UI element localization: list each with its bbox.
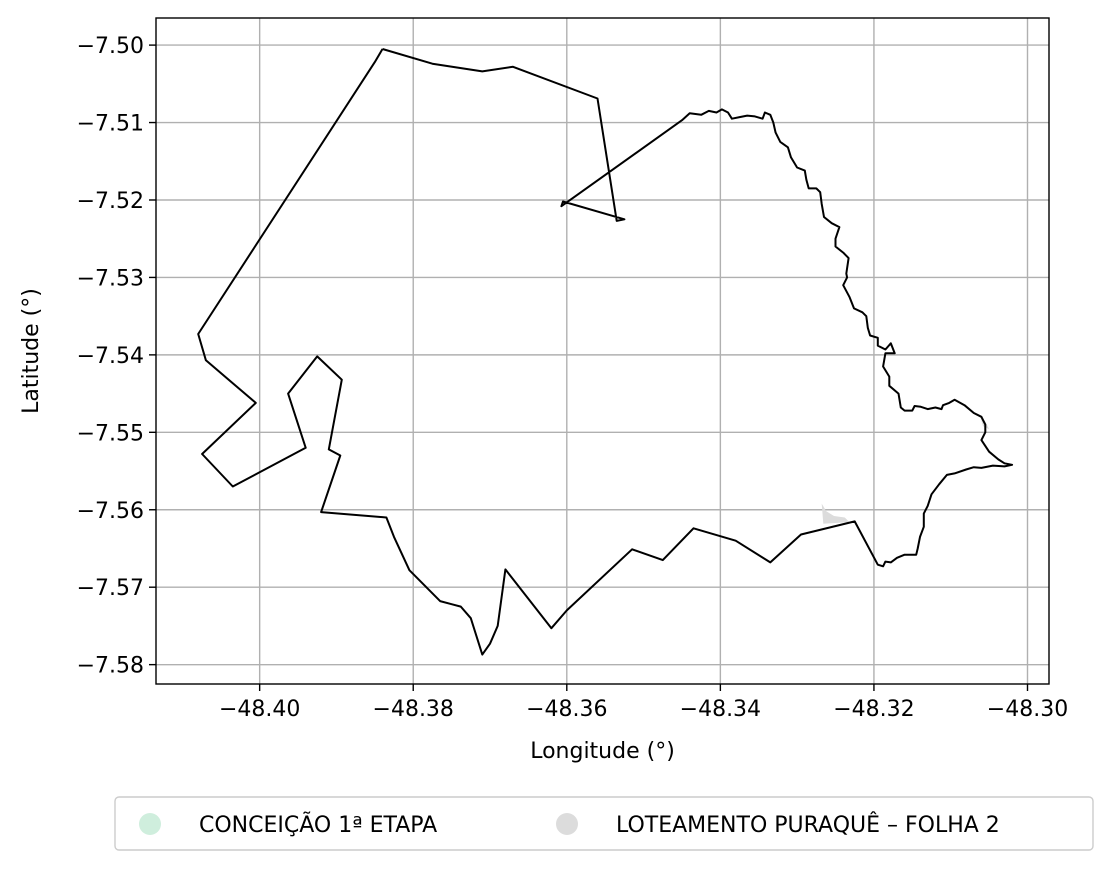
y-axis-ticks: −7.50 −7.51 −7.52 −7.53 −7.54 −7.55 −7.56 −7.57…: [77, 34, 156, 679]
legend-box: [114, 796, 1094, 851]
x-axis-label: Longitude (°): [530, 739, 675, 764]
axes-frame: [155, 17, 1050, 685]
municipality-boundary: [197, 48, 1014, 656]
y-tick-label-0: −7.50: [77, 34, 144, 59]
y-tick-label-3: −7.53: [77, 266, 144, 291]
x-tick-label-3: −48.34: [680, 697, 761, 722]
legend-label-conceicao: CONCEIÇÃO 1ª ETAPA: [199, 811, 437, 838]
legend-marker-puraque: [556, 813, 578, 835]
y-tick-label-2: −7.52: [77, 189, 144, 214]
y-tick-label-8: −7.58: [77, 654, 144, 679]
y-tick-label-6: −7.56: [77, 499, 144, 524]
x-tick-label-1: −48.38: [373, 697, 454, 722]
x-tick-label-4: −48.32: [833, 697, 914, 722]
series-1-polygon-0: [821, 503, 850, 524]
gridlines: [156, 18, 1049, 684]
x-axis-ticks: −48.40 −48.38 −48.36 −48.34 −48.32 −48.30: [219, 684, 1068, 722]
legend: CONCEIÇÃO 1ª ETAPA LOTEAMENTO PURAQUÊ – …: [114, 796, 1094, 851]
y-tick-label-7: −7.57: [77, 576, 144, 601]
legend-marker-conceicao: [139, 813, 161, 835]
legend-label-puraque: LOTEAMENTO PURAQUÊ – FOLHA 2: [616, 812, 1000, 838]
y-tick-label-5: −7.55: [77, 421, 144, 446]
y-tick-label-4: −7.54: [77, 344, 144, 369]
y-tick-label-1: −7.51: [77, 112, 144, 137]
x-tick-label-2: −48.36: [526, 697, 607, 722]
y-axis-label: Latitude (°): [19, 288, 44, 414]
x-tick-label-5: −48.30: [987, 697, 1068, 722]
boundary-outline: [197, 48, 1014, 656]
x-tick-label-0: −48.40: [219, 697, 300, 722]
